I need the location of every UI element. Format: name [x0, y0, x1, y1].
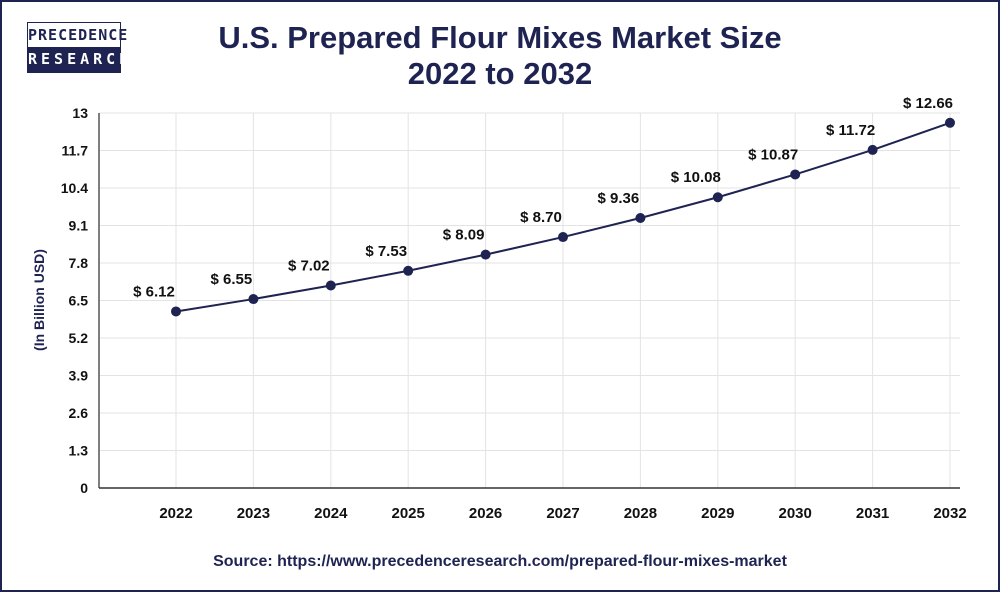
y-axis-label: (In Billion USD) [31, 249, 47, 351]
data-point [558, 232, 568, 243]
logo-line2: RESEARCH [28, 47, 128, 72]
data-point [945, 117, 955, 128]
x-tick-label: 2022 [159, 505, 192, 522]
title-line2: 2022 to 2032 [407, 56, 593, 91]
data-label: $ 6.55 [211, 271, 253, 288]
y-tick-label: 5.2 [69, 330, 89, 346]
y-tick-label: 3.9 [69, 368, 89, 384]
data-point [325, 280, 336, 291]
x-tick-label: 2027 [546, 505, 579, 522]
data-point [248, 294, 259, 305]
data-point [635, 213, 646, 223]
y-tick-label: 9.1 [69, 218, 89, 234]
source-text: Source: https://www.precedenceresearch.c… [213, 553, 787, 570]
data-label: $ 11.72 [826, 122, 875, 139]
data-label: $ 10.08 [671, 169, 721, 186]
x-tick-label: 2029 [701, 505, 734, 522]
logo: PRECEDENCE RESEARCH [27, 22, 128, 73]
data-label: $ 8.09 [443, 227, 485, 244]
x-tick-label: 2025 [392, 505, 425, 522]
x-tick-label: 2031 [856, 505, 889, 522]
title-line1: U.S. Prepared Flour Mixes Market Size [218, 20, 782, 55]
y-tick-label: 10.4 [61, 180, 88, 196]
x-tick-label: 2024 [314, 505, 348, 522]
y-tick-label: 6.5 [69, 293, 89, 309]
data-label: $ 10.87 [748, 146, 798, 163]
x-tick-label: 2023 [237, 505, 270, 522]
y-tick-label: 1.3 [69, 443, 89, 459]
data-point [480, 249, 491, 260]
data-point [790, 169, 801, 180]
x-tick-label: 2026 [469, 505, 502, 522]
chart-title: U.S. Prepared Flour Mixes Market Size 20… [150, 20, 850, 92]
data-label: $ 7.53 [365, 243, 407, 260]
y-tick-label: 7.8 [69, 255, 89, 271]
data-label: $ 9.36 [598, 190, 640, 207]
x-tick-label: 2032 [933, 505, 966, 522]
y-tick-label: 0 [80, 480, 88, 496]
y-tick-label: 11.7 [62, 143, 89, 159]
data-label: $ 12.66 [903, 95, 953, 112]
data-label: $ 8.70 [520, 209, 562, 226]
data-point [403, 265, 414, 276]
x-tick-label: 2030 [779, 505, 812, 522]
data-label: $ 6.12 [133, 283, 175, 300]
x-tick-label: 2028 [624, 505, 657, 522]
data-label: $ 7.02 [288, 258, 330, 275]
data-point [171, 306, 181, 317]
logo-line1: PRECEDENCE [28, 23, 127, 47]
data-point [712, 192, 723, 203]
y-tick-label: 2.6 [69, 405, 89, 421]
y-tick-label: 13 [72, 105, 88, 121]
data-point [867, 144, 878, 155]
